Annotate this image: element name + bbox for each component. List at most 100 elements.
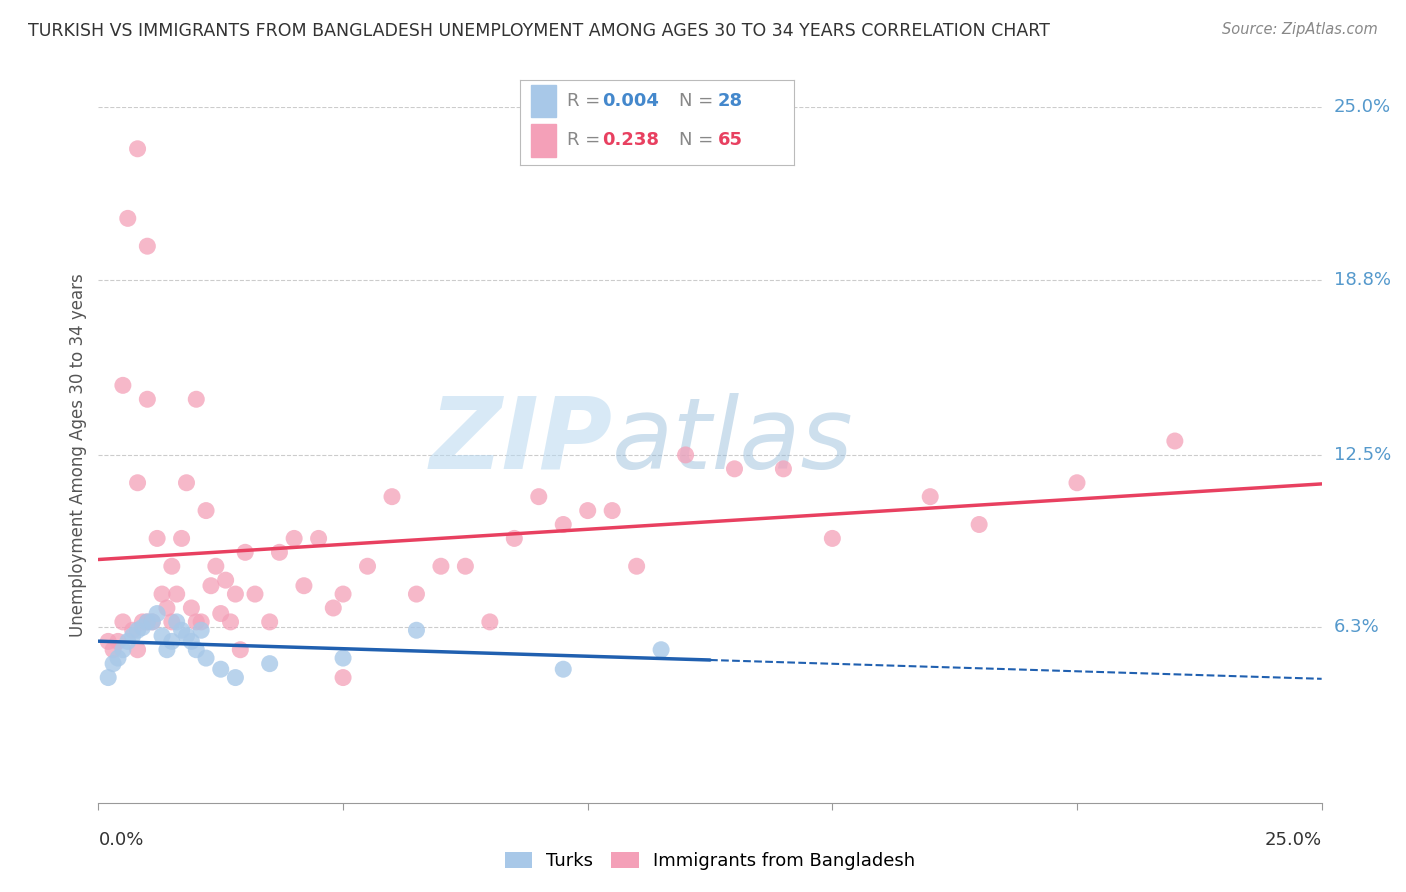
Y-axis label: Unemployment Among Ages 30 to 34 years: Unemployment Among Ages 30 to 34 years bbox=[69, 273, 87, 637]
Point bbox=[97, 634, 120, 648]
Point bbox=[381, 490, 404, 504]
Point bbox=[141, 615, 163, 629]
Point bbox=[131, 620, 153, 634]
Point bbox=[190, 624, 212, 638]
Text: Source: ZipAtlas.com: Source: ZipAtlas.com bbox=[1222, 22, 1378, 37]
Point bbox=[160, 559, 183, 574]
Point bbox=[332, 651, 354, 665]
Point bbox=[224, 671, 246, 685]
Point bbox=[141, 615, 163, 629]
Point bbox=[146, 532, 169, 546]
Point bbox=[967, 517, 990, 532]
Point bbox=[1066, 475, 1088, 490]
Point bbox=[205, 559, 228, 574]
Point bbox=[136, 239, 159, 253]
Point bbox=[1164, 434, 1187, 448]
Point bbox=[200, 579, 222, 593]
Point bbox=[121, 629, 143, 643]
Text: 18.8%: 18.8% bbox=[1334, 270, 1391, 289]
Point bbox=[219, 615, 242, 629]
Point bbox=[332, 587, 354, 601]
Point bbox=[121, 624, 143, 638]
Point bbox=[190, 615, 212, 629]
Point bbox=[283, 532, 305, 546]
Point bbox=[209, 662, 232, 676]
Point bbox=[176, 629, 198, 643]
Point bbox=[405, 587, 427, 601]
Text: R =: R = bbox=[567, 92, 606, 110]
Point bbox=[723, 462, 745, 476]
Point bbox=[356, 559, 378, 574]
Point bbox=[772, 462, 794, 476]
Point bbox=[166, 587, 188, 601]
Text: 6.3%: 6.3% bbox=[1334, 618, 1379, 637]
Point bbox=[503, 532, 526, 546]
Text: 28: 28 bbox=[717, 92, 742, 110]
Point bbox=[170, 532, 193, 546]
Point bbox=[269, 545, 291, 559]
Point bbox=[117, 211, 139, 226]
Text: R =: R = bbox=[567, 131, 606, 150]
Point bbox=[186, 392, 208, 407]
Text: 12.5%: 12.5% bbox=[1334, 446, 1391, 464]
Point bbox=[150, 587, 173, 601]
Point bbox=[243, 587, 266, 601]
Point bbox=[527, 490, 550, 504]
Point bbox=[146, 607, 169, 621]
Point bbox=[292, 579, 315, 593]
Bar bbox=[531, 85, 555, 117]
Text: 25.0%: 25.0% bbox=[1264, 830, 1322, 848]
Text: 0.0%: 0.0% bbox=[98, 830, 143, 848]
Point bbox=[170, 624, 193, 638]
Text: ZIP: ZIP bbox=[429, 392, 612, 490]
Point bbox=[180, 601, 202, 615]
Point bbox=[259, 615, 281, 629]
Point bbox=[650, 642, 672, 657]
Point bbox=[430, 559, 453, 574]
Point bbox=[136, 615, 159, 629]
Text: TURKISH VS IMMIGRANTS FROM BANGLADESH UNEMPLOYMENT AMONG AGES 30 TO 34 YEARS COR: TURKISH VS IMMIGRANTS FROM BANGLADESH UN… bbox=[28, 22, 1050, 40]
Point bbox=[101, 642, 124, 657]
Point bbox=[111, 378, 134, 392]
Point bbox=[160, 615, 183, 629]
Point bbox=[131, 615, 153, 629]
Point bbox=[553, 662, 575, 676]
Point bbox=[107, 634, 129, 648]
Point bbox=[127, 624, 149, 638]
Point bbox=[920, 490, 942, 504]
Point bbox=[821, 532, 844, 546]
Point bbox=[186, 615, 208, 629]
Point bbox=[553, 517, 575, 532]
Point bbox=[176, 475, 198, 490]
Point bbox=[214, 573, 236, 587]
Point bbox=[332, 671, 354, 685]
Point bbox=[180, 634, 202, 648]
Text: 65: 65 bbox=[717, 131, 742, 150]
Point bbox=[478, 615, 501, 629]
Point bbox=[127, 642, 149, 657]
Point bbox=[186, 642, 208, 657]
Text: N =: N = bbox=[679, 131, 720, 150]
Point bbox=[308, 532, 330, 546]
Point bbox=[195, 503, 218, 517]
Point bbox=[195, 651, 218, 665]
Point bbox=[111, 615, 134, 629]
Point bbox=[97, 671, 120, 685]
Point bbox=[675, 448, 697, 462]
Text: 0.238: 0.238 bbox=[603, 131, 659, 150]
Point bbox=[454, 559, 477, 574]
Point bbox=[160, 634, 183, 648]
Point bbox=[117, 634, 139, 648]
Point bbox=[136, 615, 159, 629]
Point bbox=[156, 601, 179, 615]
Point bbox=[111, 642, 134, 657]
Point bbox=[405, 624, 427, 638]
Point bbox=[101, 657, 124, 671]
Point bbox=[150, 629, 173, 643]
Point bbox=[127, 475, 149, 490]
Text: N =: N = bbox=[679, 92, 720, 110]
Text: 25.0%: 25.0% bbox=[1334, 98, 1391, 116]
Legend: Turks, Immigrants from Bangladesh: Turks, Immigrants from Bangladesh bbox=[498, 845, 922, 877]
Point bbox=[127, 142, 149, 156]
Point bbox=[166, 615, 188, 629]
